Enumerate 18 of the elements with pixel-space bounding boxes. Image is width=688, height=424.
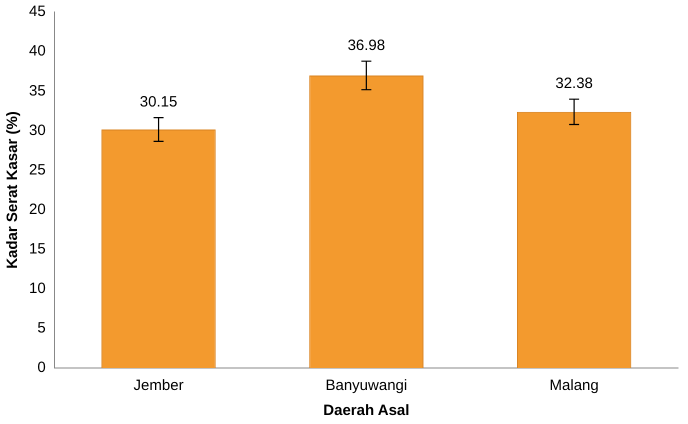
y-tick-label: 10 (28, 280, 46, 298)
y-tick-label: 35 (28, 82, 46, 100)
data-label: 30.15 (140, 93, 178, 110)
y-tick-label: 0 (37, 359, 46, 376)
y-tick-label: 25 (28, 161, 46, 178)
y-tick-label: 5 (37, 320, 46, 337)
x-tick-label: Jember (134, 377, 184, 394)
data-label: 36.98 (348, 36, 386, 54)
x-tick-label: Banyuwangi (325, 377, 408, 394)
y-tick-label: 40 (28, 42, 46, 60)
x-axis-title: Daerah Asal (323, 402, 410, 420)
y-tick-label: 20 (28, 200, 46, 218)
y-tick-label: 15 (28, 240, 46, 258)
y-tick-label: 30 (28, 122, 46, 139)
y-axis-title: Kadar Serat Kasar (%) (4, 111, 22, 269)
x-tick-label: Malang (550, 377, 599, 394)
data-label: 32.38 (555, 74, 593, 92)
y-tick-label: 45 (28, 3, 46, 20)
